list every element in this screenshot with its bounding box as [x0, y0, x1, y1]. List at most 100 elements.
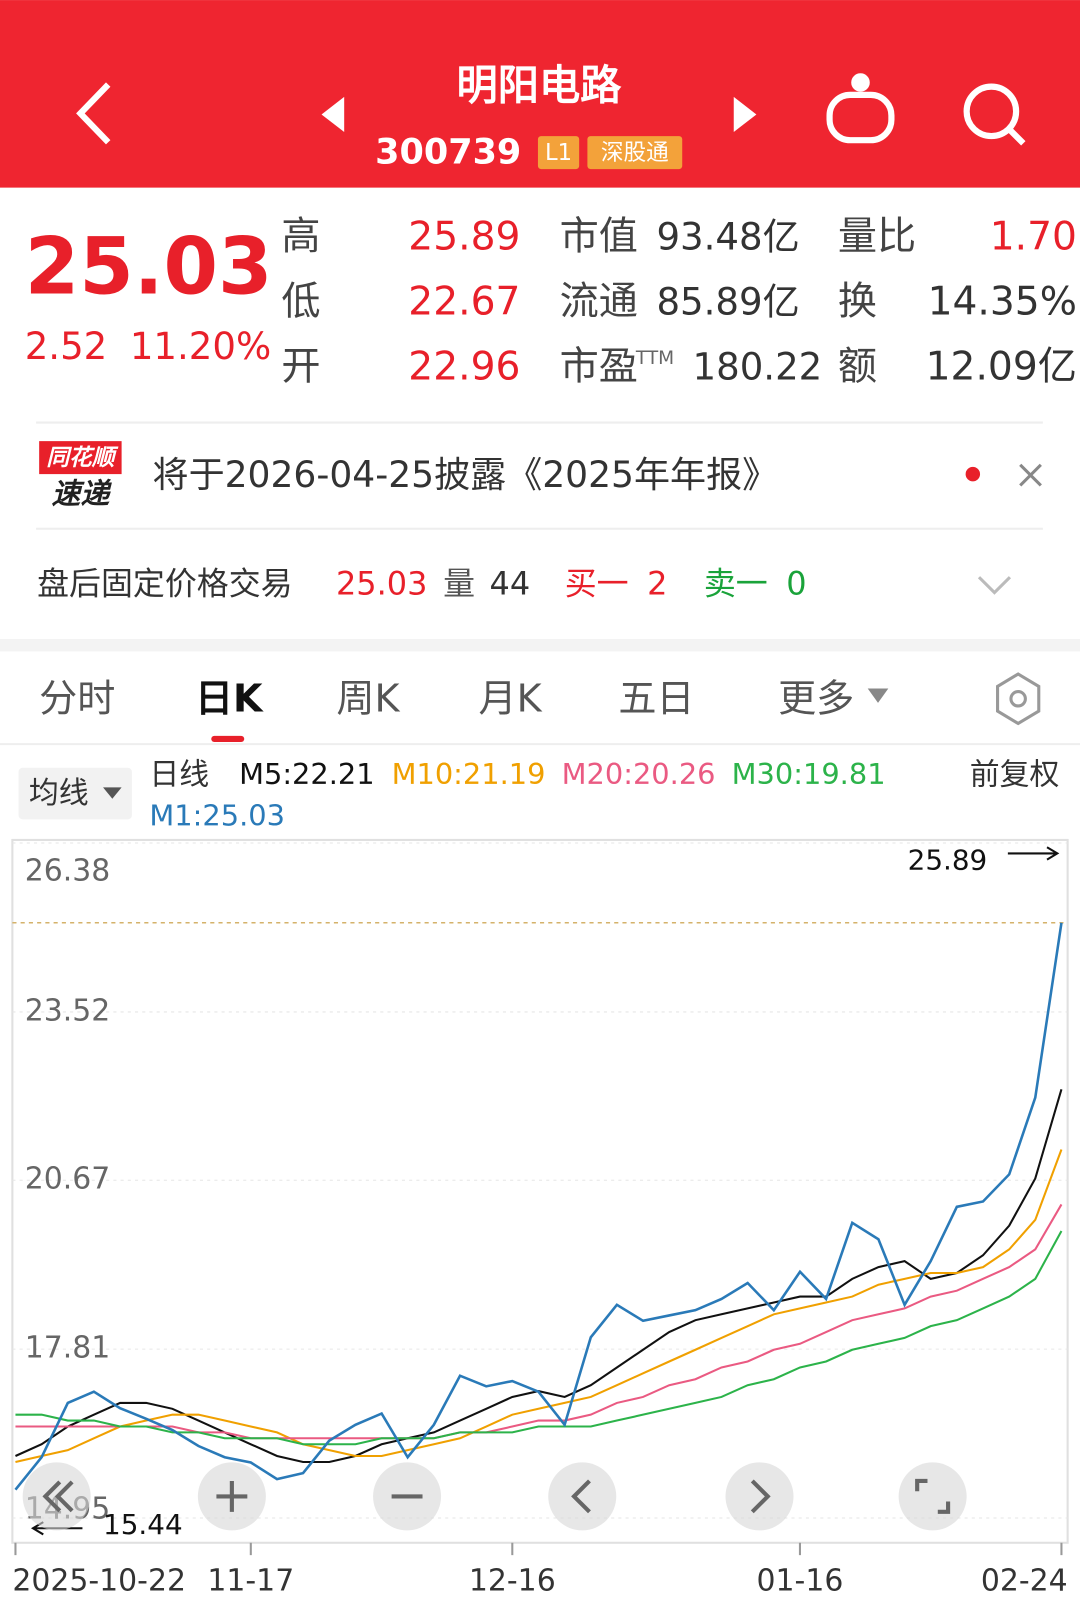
left-button[interactable] — [548, 1462, 617, 1531]
legend-entry: M10:21.19 — [392, 757, 546, 791]
close-button[interactable] — [1019, 463, 1042, 487]
stat-value: 14.35% — [928, 280, 1077, 325]
indicator-dropdown[interactable] — [18, 767, 132, 820]
stat-label: 市盈 — [560, 344, 638, 389]
control-icons — [42, 1478, 951, 1514]
chart: 26.3823.5220.6717.8114.95M5:22.21M10:21.… — [12, 757, 1068, 1598]
buy-label: 买一 — [565, 564, 629, 602]
period: 日线 — [149, 758, 209, 793]
stat-value: 12.09亿 — [926, 344, 1077, 389]
fullscreen-icon — [915, 1478, 951, 1514]
ma-line — [15, 1149, 1063, 1463]
fullscreen-button[interactable] — [898, 1462, 967, 1531]
legend-entry: M30:19.81 — [732, 757, 886, 791]
x-tick-label: 01-16 — [757, 1563, 844, 1598]
next-stock[interactable] — [733, 96, 757, 132]
tab[interactable]: 月K — [479, 676, 543, 720]
search-icon — [963, 83, 1020, 140]
legend-entry: M20:20.26 — [562, 757, 716, 791]
stat-label: 开 — [281, 344, 320, 389]
tabs: 分时 日K 周K 月K 五日 更多 — [39, 676, 854, 720]
settings-button[interactable] — [996, 672, 1041, 726]
brand-top: 同花顺 — [46, 445, 118, 471]
ma-line — [15, 1230, 1063, 1446]
adjust[interactable]: 前复权 — [970, 758, 1060, 793]
dropdown-arrow — [103, 787, 122, 799]
brand-bottom: 速递 — [52, 477, 113, 511]
buy: 2 — [647, 564, 667, 602]
y-tick-label: 17.81 — [25, 1331, 111, 1366]
ma-line — [14, 922, 1063, 1491]
price: 25.03 — [25, 222, 273, 313]
ma-line — [15, 1089, 1063, 1464]
back-button[interactable] — [76, 82, 111, 145]
tab-underline — [211, 735, 245, 743]
tab[interactable]: 五日 — [618, 676, 694, 720]
badge-text: 深股通 — [601, 140, 669, 166]
more-arrow — [867, 688, 889, 703]
stock-name: 明阳电路 — [457, 62, 623, 110]
unread-dot — [965, 466, 981, 482]
high-arrow — [1007, 846, 1060, 861]
y-tick-label: 26.38 — [25, 853, 111, 888]
right-button[interactable] — [725, 1462, 794, 1531]
x-tick-label: 11-17 — [207, 1563, 294, 1598]
stock-code: 300739 — [375, 132, 521, 173]
expand-button[interactable] — [977, 576, 1012, 595]
robot-icon — [851, 73, 870, 92]
badge — [587, 136, 683, 170]
stat-label: 换 — [838, 280, 877, 325]
left-icon — [571, 1479, 591, 1514]
tab[interactable]: 周K — [336, 676, 400, 720]
settings-icon — [1009, 690, 1027, 708]
section-gap — [0, 638, 1080, 652]
right-icon — [750, 1479, 771, 1514]
stat-sup: TTM — [635, 348, 674, 369]
stats: 高 25.89 市值 93.48亿 量比 1.70 低 22.67 流通 85.89亿换 14.35… — [281, 215, 1077, 390]
notice-text[interactable]: 将于2026-04-25披露《2025年年报》 — [153, 454, 779, 496]
x-tick-label: 2025-10-22 — [12, 1563, 186, 1598]
stat-value: 22.96 — [408, 344, 520, 389]
tab[interactable]: 日K — [195, 676, 264, 720]
legend-entry: M1:25.03 — [149, 798, 285, 832]
volume: 44 — [490, 564, 531, 602]
volume-label: 量 — [443, 564, 475, 602]
stat-value: 25.89 — [408, 215, 520, 260]
dropdown-text: 均线 — [29, 776, 89, 811]
stat-label: 高 — [281, 215, 320, 260]
change-pct: 11.20% — [130, 325, 271, 368]
x-tick-label: 12-16 — [469, 1563, 556, 1598]
stat-label: 量比 — [838, 215, 916, 260]
tab[interactable]: 分时 — [39, 676, 115, 720]
badge — [537, 136, 580, 170]
prev-stock[interactable] — [321, 96, 345, 132]
x-tick-label: 02-24 — [981, 1563, 1068, 1598]
rewind-icon — [42, 1480, 74, 1513]
stat-value: 22.67 — [408, 280, 520, 325]
sell: 0 — [786, 564, 806, 602]
stat-value: 85.89亿 — [656, 281, 799, 324]
stat-value: 180.22 — [693, 345, 823, 388]
stat-value: 1.70 — [990, 215, 1077, 260]
stat-label: 流通 — [560, 280, 638, 325]
y-tick-label: 20.67 — [25, 1162, 111, 1197]
y-tick-label: 23.52 — [25, 993, 111, 1028]
stat-value: 93.48亿 — [656, 216, 799, 259]
after-hours-label: 盘后固定价格交易 — [37, 564, 293, 602]
search-icon — [1007, 127, 1026, 146]
robot-button[interactable] — [826, 73, 895, 144]
after-hours-price: 25.03 — [336, 564, 427, 602]
legend-entry: M5:22.21 — [239, 757, 375, 791]
change: 2.52 — [25, 325, 108, 368]
low-label: 15.44 — [103, 1508, 183, 1541]
plus-icon — [216, 1480, 248, 1512]
badge-text: L1 — [545, 140, 572, 166]
search-button[interactable] — [963, 83, 1026, 146]
ma-line — [15, 1203, 1063, 1440]
chart-frame — [11, 838, 1069, 1544]
sell-label: 卖一 — [704, 564, 768, 602]
robot-icon — [826, 91, 895, 144]
stat-label: 低 — [281, 280, 320, 325]
tab[interactable]: 更多 — [778, 676, 854, 720]
